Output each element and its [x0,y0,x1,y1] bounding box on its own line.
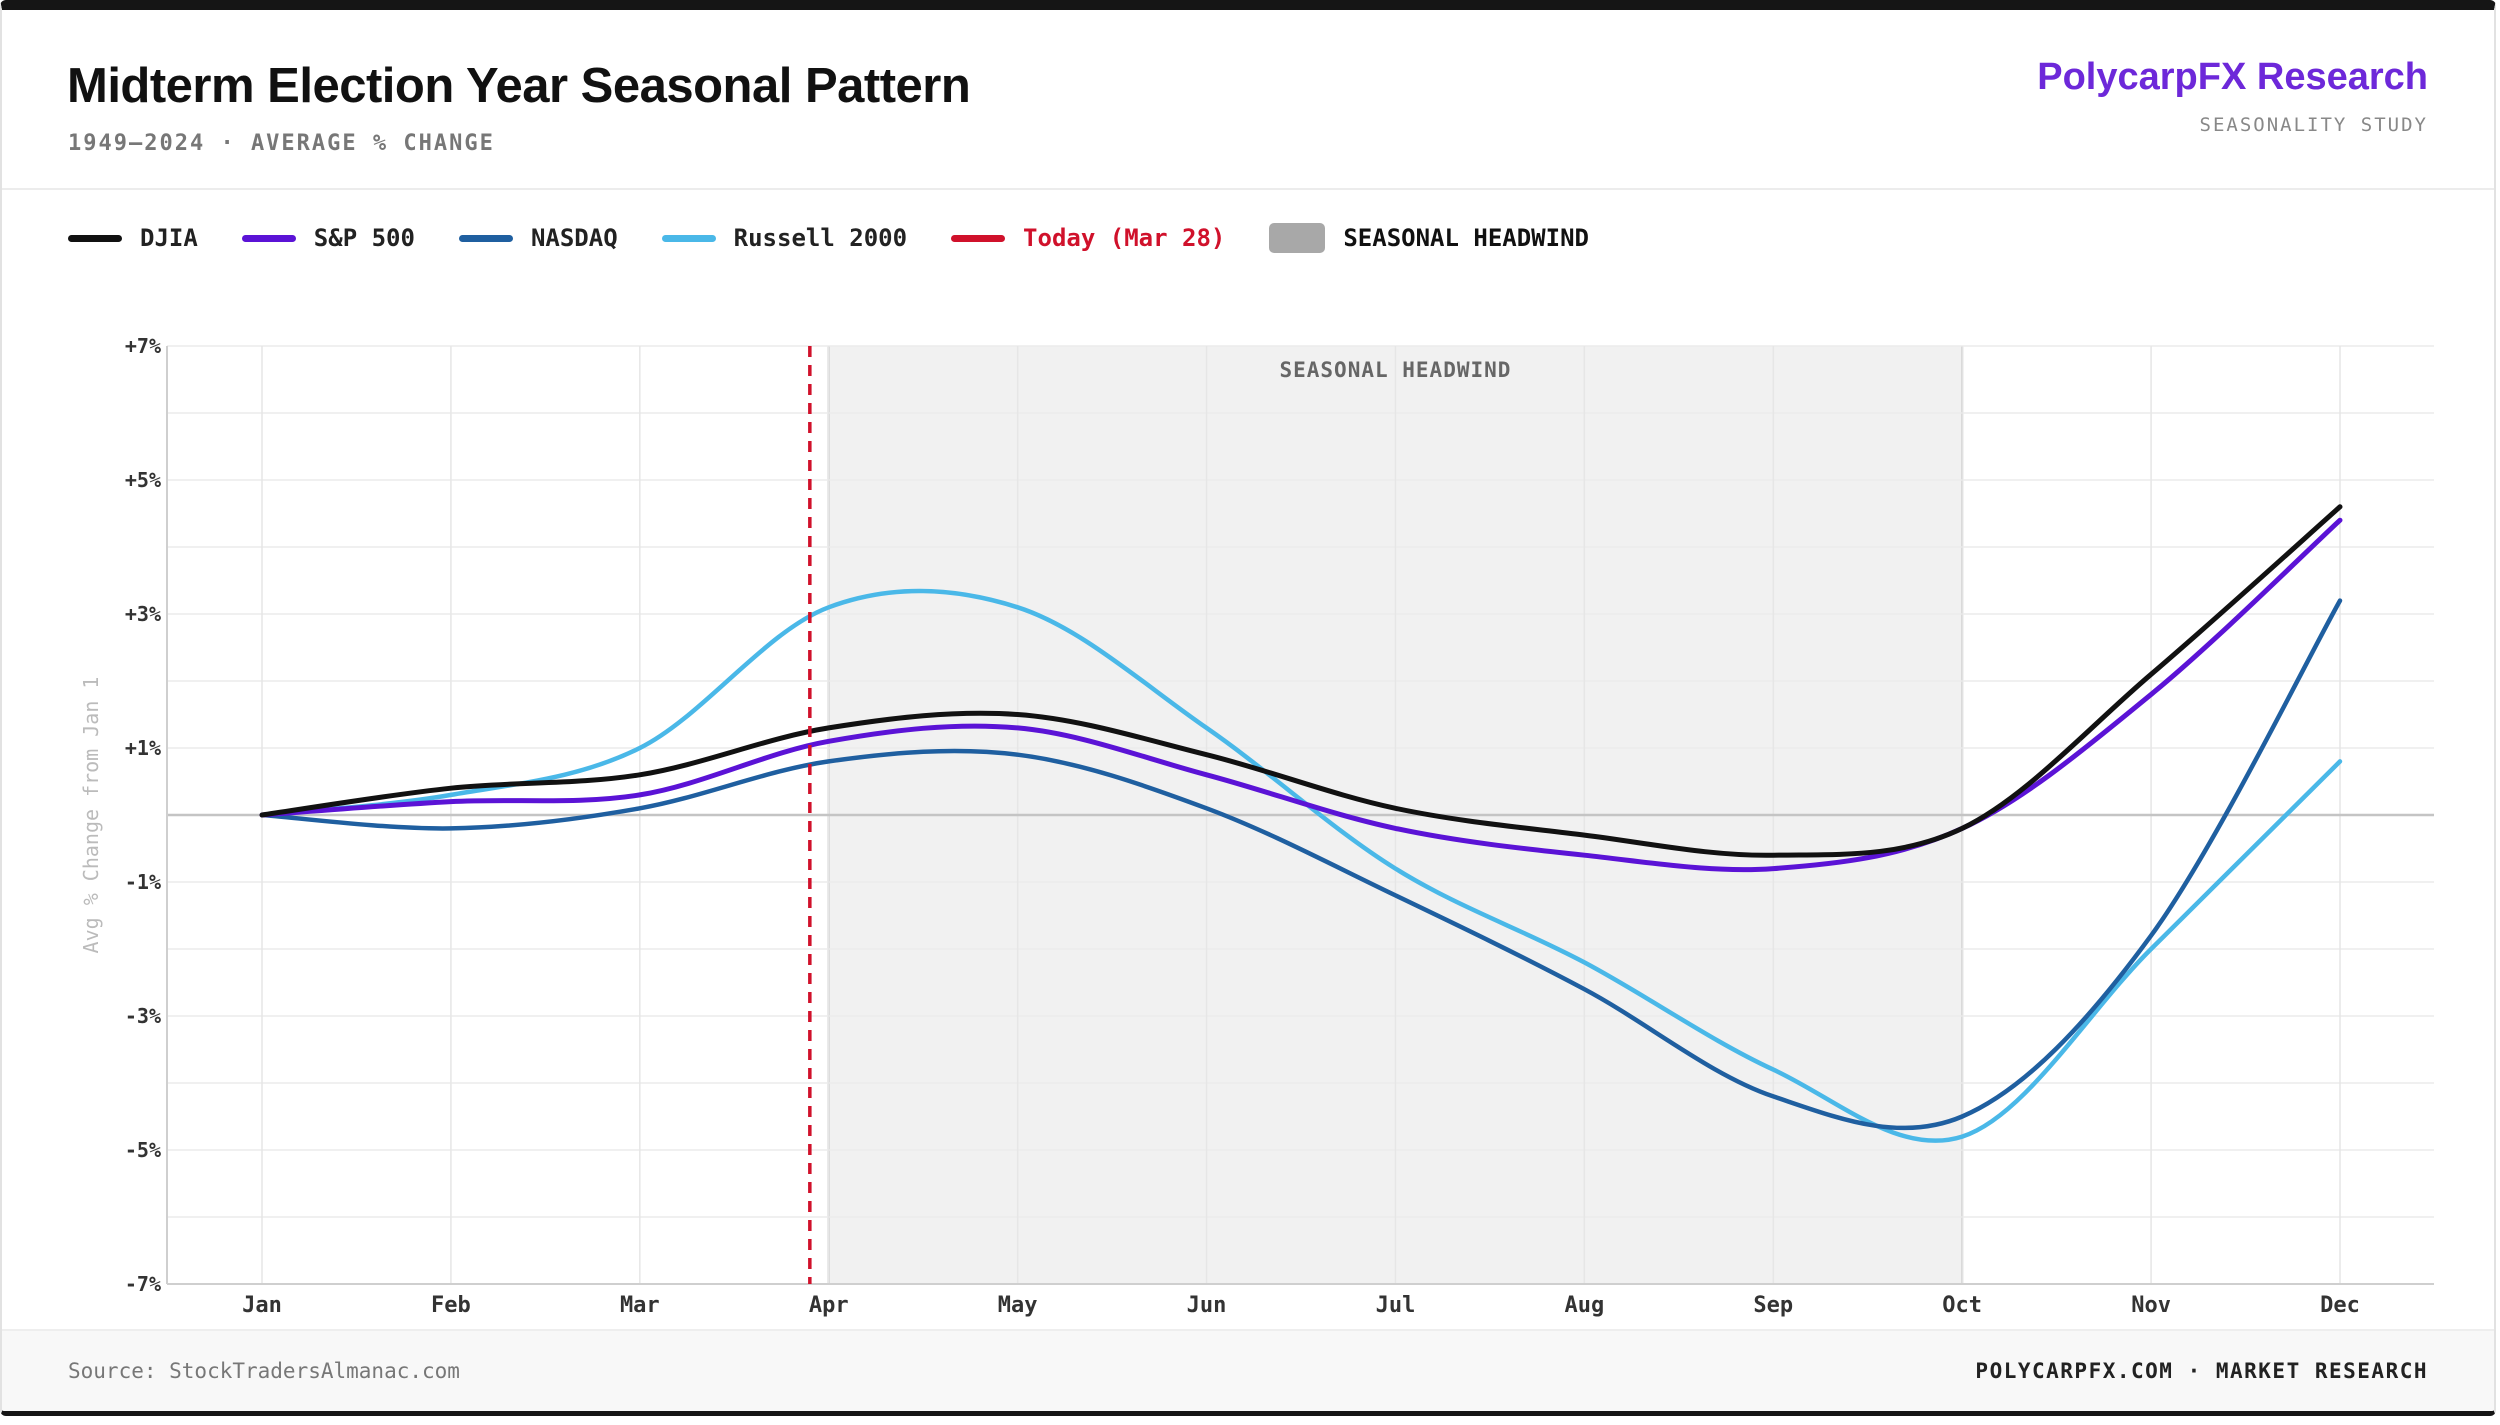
legend-swatch-nasdaq [458,234,513,242]
legend-swatch-sp500 [241,234,296,242]
y-tick-label: +1% [125,736,161,760]
y-tick-label: +7% [125,334,161,358]
series-line-sp500 [259,517,2343,873]
x-tick-label: Nov [2131,1293,2171,1318]
y-axis-label: Avg % Change from Jan 1 [79,677,103,954]
y-tick-label: +3% [125,602,161,626]
series-line-nasdaq [259,598,2343,1131]
brand-subtitle: SEASONALITY STUDY [2199,114,2428,136]
source-note: Source: StockTradersAlmanac.com [68,1359,460,1383]
x-tick-label: Jan [242,1293,282,1318]
legend-swatch-today [951,234,1006,242]
line-chart: SEASONAL HEADWIND+7%+5%+3%+1%-1%-3%-5%-7… [79,334,2434,1318]
footer-credit[interactable]: POLYCARPFX.COM · MARKET RESEARCH [1975,1359,2428,1383]
y-tick-label: -7% [125,1272,161,1296]
footer: Source: StockTradersAlmanac.com POLYCARP… [2,1329,2494,1411]
header: Midterm Election Year Seasonal Pattern 1… [2,10,2494,190]
x-tick-label: Jul [1376,1293,1416,1318]
y-tick-label: -5% [125,1138,161,1162]
x-tick-label: May [998,1293,1038,1318]
series-line-russell [259,588,2343,1143]
y-tick-label: -3% [125,1004,161,1028]
x-tick-label: Apr [809,1293,849,1318]
legend-item-sp500[interactable]: S&P 500 [241,224,415,252]
legend-label-nasdaq: NASDAQ [530,224,618,252]
legend-label-headwind: SEASONAL HEADWIND [1343,224,1589,252]
legend-swatch-russell [661,234,716,242]
legend-label-today: Today (Mar 28) [1023,224,1226,252]
legend-item-nasdaq[interactable]: NASDAQ [458,224,618,252]
x-tick-label: Dec [2320,1293,2360,1318]
legend: DJIA S&P 500 NASDAQ Russell 2000 Today (… [68,214,1633,262]
x-tick-label: Mar [620,1293,660,1318]
legend-item-headwind[interactable]: SEASONAL HEADWIND [1269,223,1589,253]
x-tick-label: Sep [1753,1293,1793,1318]
page-title: Midterm Election Year Seasonal Pattern [67,59,971,113]
page-subtitle: 1949–2024 · AVERAGE % CHANGE [68,131,495,156]
x-tick-label: Feb [431,1293,471,1318]
legend-item-djia[interactable]: DJIA [68,224,198,252]
legend-swatch-headwind [1269,223,1326,253]
legend-item-russell[interactable]: Russell 2000 [661,224,908,252]
legend-label-djia: DJIA [140,224,198,252]
legend-label-sp500: S&P 500 [313,224,415,252]
series-line-djia [259,504,2343,858]
y-tick-label: +5% [125,468,161,492]
x-tick-label: Aug [1564,1293,1604,1318]
legend-item-today[interactable]: Today (Mar 28) [951,224,1225,252]
brand-name[interactable]: PolycarpFX Research [2037,56,2428,98]
x-tick-label: Oct [1942,1293,1982,1318]
legend-label-russell: Russell 2000 [733,224,908,252]
x-tick-label: Jun [1187,1293,1227,1318]
legend-swatch-djia [68,234,122,242]
y-tick-label: -1% [125,870,161,894]
